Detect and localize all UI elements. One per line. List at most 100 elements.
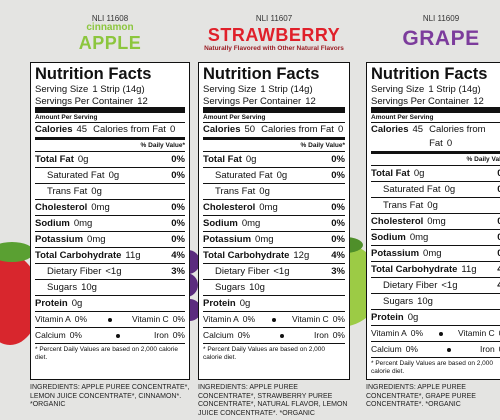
vitamin-value: 0%: [332, 314, 345, 324]
nutrient-label: Potassium: [371, 248, 420, 259]
nutrient: Cholesterol 0mg: [35, 200, 110, 215]
nutrition-facts-label: Nutrition Facts Serving Size 1 Strip (14g)…: [30, 62, 190, 380]
daily-value: 0%: [497, 232, 500, 243]
vitamin-row: Vitamin A0%Vitamin C0%: [371, 325, 500, 341]
vitamin-value: 0%: [499, 344, 500, 354]
vitamin-label: Vitamin C: [458, 328, 495, 338]
nutrient-label: Sugars: [383, 296, 414, 307]
serving-value: 1 Strip (14g): [260, 84, 313, 95]
calories-row: Calories 45 Calories from Fat 0: [371, 122, 500, 151]
serving-info: Servings Per Container 12: [203, 96, 316, 108]
nutrient-amount: 0g: [427, 200, 438, 211]
nutrient-amount: 0g: [444, 184, 456, 195]
nutrient: Potassium 0mg: [203, 232, 274, 247]
nutrient-amount: 0mg: [423, 248, 442, 259]
nutrient-label: Total Carbohydrate: [35, 250, 122, 261]
serving-label: Servings Per Container: [35, 95, 134, 107]
calories-from-fat-value: 0: [337, 124, 344, 135]
nutrient-label: Dietary Fiber: [383, 280, 438, 291]
sub-nutrient-row: Sugars 10g: [35, 279, 185, 295]
product-panel: NLI 11607 STRAWBERRY Naturally Flavored wi…: [198, 14, 350, 418]
serving-value: 12: [137, 95, 148, 107]
sub-nutrient-row: Dietary Fiber <1g 3%: [35, 263, 185, 279]
nutrient-amount: 0g: [407, 312, 419, 323]
separator-dot: [107, 317, 112, 322]
nutrient: Sodium 0mg: [371, 230, 428, 245]
daily-value: 0%: [331, 154, 345, 165]
nutrient-label: Saturated Fat: [215, 170, 273, 181]
footnote: * Percent Daily Values are based on 2,00…: [203, 343, 345, 362]
sub-nutrient-row: Sugars 10g: [203, 279, 345, 295]
serving-info: Servings Per Container 12: [35, 96, 148, 108]
daily-value: 0%: [497, 168, 500, 179]
sub-nutrient-row: Dietary Fiber <1g 3%: [203, 263, 345, 279]
serving-info: Serving Size 1 Strip (14g): [371, 84, 481, 96]
separator-dot: [447, 347, 452, 352]
nutrient-label: Trans Fat: [47, 186, 88, 197]
nutrient-amount: 0mg: [241, 218, 261, 229]
nutrient: Saturated Fat 0g: [383, 182, 455, 197]
daily-value: 3%: [331, 266, 345, 277]
nutrient-label: Cholesterol: [35, 202, 88, 213]
calories-label: Calories: [35, 124, 73, 135]
daily-value: 4%: [331, 250, 345, 261]
nutrient-row: Total Carbohydrate 12g 4%: [203, 247, 345, 263]
daily-value: 0%: [171, 202, 185, 213]
footnote: * Percent Daily Values are based on 2,00…: [371, 357, 500, 376]
nutrient-label: Cholesterol: [203, 202, 256, 213]
vitamin: Calcium 0%: [371, 342, 418, 357]
nutrient: Protein 0g: [35, 296, 82, 311]
vitamin-value: 0%: [237, 330, 250, 340]
vitamin-value: 0%: [499, 328, 500, 338]
nutrient-label: Total Fat: [203, 154, 242, 165]
amount-per-serving: Amount Per Serving: [35, 107, 185, 122]
serving-label: Serving Size: [35, 84, 89, 95]
calories: Calories 50: [203, 123, 255, 137]
nutrient: Sodium 0mg: [35, 216, 92, 231]
nutrient-amount: 11g: [125, 250, 141, 261]
nutrient: Dietary Fiber <1g: [383, 278, 458, 293]
sub-nutrient-row: Sugars 10g: [371, 293, 500, 309]
nutrient-amount: 0g: [239, 298, 251, 309]
nutrient: Trans Fat 0g: [47, 184, 102, 199]
daily-value: 0%: [497, 216, 500, 227]
nutrient-row: Protein 0g: [371, 309, 500, 325]
serving-row: Serving Size 1 Strip (14g): [371, 84, 500, 96]
leaf-illustration: [0, 242, 34, 262]
serving-info: Serving Size 1 Strip (14g): [35, 84, 145, 96]
vitamin-value: 0%: [74, 314, 88, 324]
nutrient: Total Fat 0g: [35, 152, 88, 167]
nutrient-amount: 0g: [413, 168, 425, 179]
nutrient: Dietary Fiber <1g: [47, 264, 122, 279]
nutrient-label: Trans Fat: [383, 200, 424, 211]
vitamin: Vitamin C 0%: [458, 326, 500, 341]
nutrient: Total Fat 0g: [371, 166, 424, 181]
nutrient: Cholesterol 0mg: [203, 200, 278, 215]
facts-title: Nutrition Facts: [203, 65, 320, 83]
nutrient: Saturated Fat 0g: [47, 168, 119, 183]
daily-value-header: % Daily Value*: [35, 137, 185, 151]
ingredients: INGREDIENTS: APPLE PUREE CONCENTRATE*, S…: [198, 384, 348, 417]
calories-from-fat-value: 0: [446, 138, 453, 149]
nutrient: Total Carbohydrate 11g: [371, 262, 477, 277]
nutrient-label: Saturated Fat: [47, 170, 105, 181]
nutrient: Total Carbohydrate 12g: [203, 248, 309, 263]
product-panel: NLI 11609 GRAPE Nutrition Facts Serving Siz…: [366, 14, 500, 410]
serving-label: Serving Size: [371, 84, 425, 95]
nutrient: Sodium 0mg: [203, 216, 260, 231]
nutrient-amount: 0mg: [259, 202, 278, 213]
